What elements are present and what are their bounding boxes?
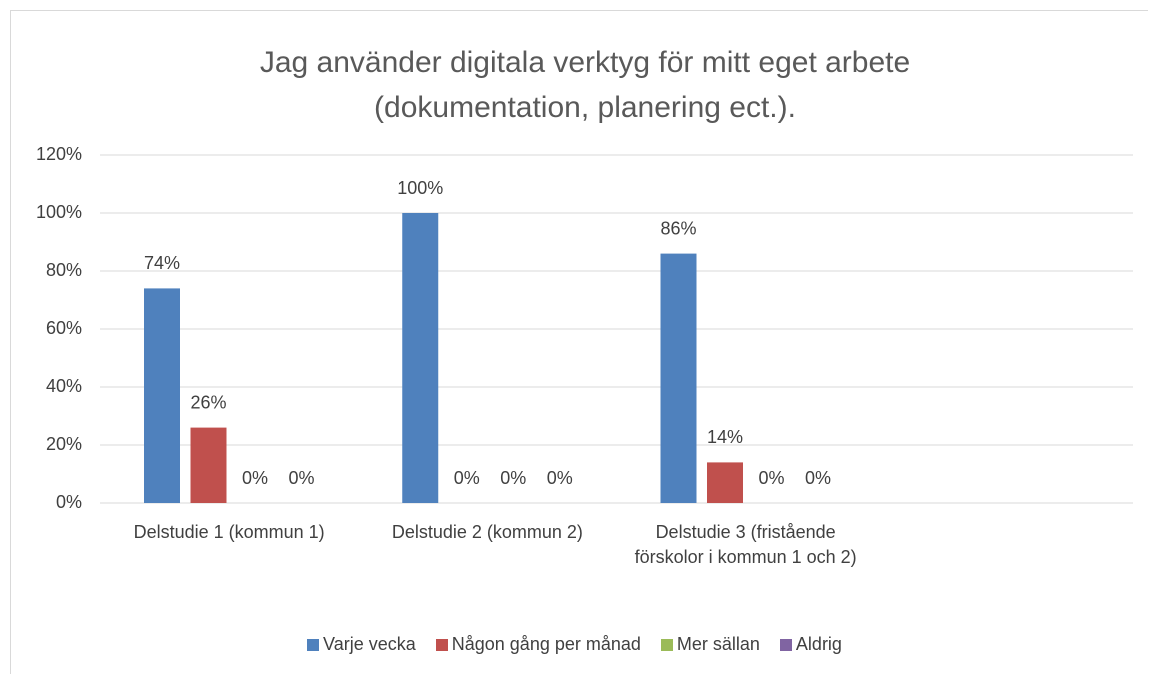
legend-item: Aldrig xyxy=(779,634,842,655)
data-label: 26% xyxy=(190,392,226,412)
y-tick-label: 80% xyxy=(46,260,82,280)
bar xyxy=(190,427,227,503)
data-label: 0% xyxy=(758,468,784,488)
y-tick-label: 20% xyxy=(46,434,82,454)
data-label: 0% xyxy=(454,468,480,488)
legend-label: Varje vecka xyxy=(323,634,416,654)
data-label: 74% xyxy=(144,253,180,273)
legend-item: Varje vecka xyxy=(307,634,416,655)
legend-swatch xyxy=(660,638,673,651)
y-tick-label: 40% xyxy=(46,376,82,396)
legend-label: Mer sällan xyxy=(676,634,760,654)
legend-swatch xyxy=(435,638,448,651)
y-tick-label: 120% xyxy=(36,144,82,164)
data-label: 100% xyxy=(397,178,443,198)
x-tick-label: Delstudie 1 (kommun 1) xyxy=(133,522,325,542)
chart-frame xyxy=(10,10,1148,674)
legend-item: Någon gång per månad xyxy=(435,634,641,655)
y-tick-label: 60% xyxy=(46,318,82,338)
bar xyxy=(402,213,439,503)
chart-title: Jag använder digitala verktyg för mitt e… xyxy=(259,46,911,124)
data-label: 0% xyxy=(242,468,268,488)
legend-label: Någon gång per månad xyxy=(451,634,641,654)
x-tick-label: Delstudie 3 (fristående förskolor i komm… xyxy=(634,522,857,567)
legend: Varje vecka Någon gång per månad Mer sälla… xyxy=(0,634,1149,655)
bar xyxy=(660,253,697,503)
legend-item: Mer sällan xyxy=(660,634,760,655)
data-label: 0% xyxy=(547,468,573,488)
legend-swatch xyxy=(779,638,792,651)
data-label: 86% xyxy=(660,218,696,238)
data-label: 0% xyxy=(500,468,526,488)
legend-swatch xyxy=(307,638,320,651)
data-label: 0% xyxy=(805,468,831,488)
data-label: 0% xyxy=(288,468,314,488)
x-tick-label: Delstudie 2 (kommun 2) xyxy=(391,522,583,542)
y-tick-label: 0% xyxy=(56,492,82,512)
y-tick-label: 100% xyxy=(36,202,82,222)
legend-label: Aldrig xyxy=(795,634,842,654)
bar xyxy=(144,288,180,503)
bar xyxy=(707,462,743,503)
data-label: 14% xyxy=(707,427,743,447)
